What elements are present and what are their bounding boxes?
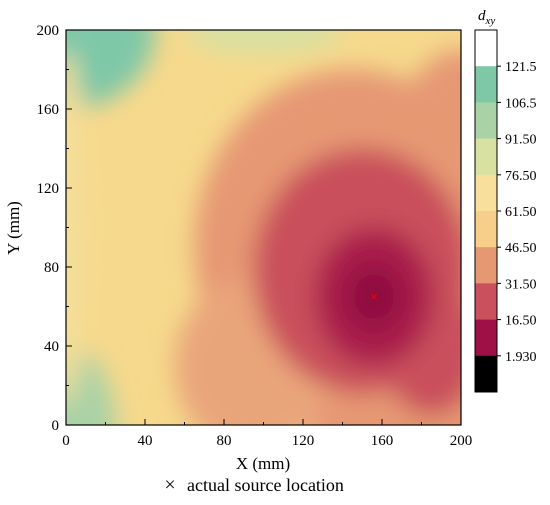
heatmap-contour-blob bbox=[66, 30, 155, 109]
colorbar-band bbox=[475, 283, 497, 321]
colorbar-band bbox=[475, 211, 497, 248]
legend-label: actual source location bbox=[187, 475, 344, 495]
colorbar-title-main: d bbox=[478, 8, 486, 24]
x-axis-label: X (mm) bbox=[236, 454, 290, 473]
y-tick-label: 160 bbox=[37, 102, 60, 118]
colorbar-band bbox=[475, 66, 497, 103]
colorbar-bands bbox=[475, 30, 497, 393]
y-tick-label: 80 bbox=[44, 260, 59, 276]
colorbar-tick-label: 61.50 bbox=[505, 205, 537, 220]
x-tick-label: 200 bbox=[450, 433, 473, 449]
colorbar-band bbox=[475, 319, 497, 357]
y-tick-label: 40 bbox=[44, 339, 59, 355]
heatmap-area bbox=[65, 29, 462, 426]
x-tick-label: 160 bbox=[371, 433, 394, 449]
marker-layer: × bbox=[370, 290, 378, 306]
heatmap-contour-blob bbox=[184, 30, 343, 54]
colorbar-tick-label: 46.50 bbox=[505, 241, 537, 256]
colorbar-band bbox=[475, 355, 497, 393]
colorbar: dxy 1.93016.5031.5046.5061.5076.5091.501… bbox=[474, 8, 537, 393]
colorbar-band bbox=[475, 102, 497, 140]
colorbar-tick-label: 1.930 bbox=[505, 350, 537, 365]
colorbar-band bbox=[475, 247, 497, 284]
legend-marker-icon: × bbox=[164, 474, 175, 496]
y-axis: 0 40 80 120 160 200 bbox=[37, 23, 72, 434]
colorbar-tick-label: 76.50 bbox=[505, 169, 537, 184]
colorbar-title-subscript: xy bbox=[485, 15, 496, 27]
colorbar-ticks: 1.930 16.50 31.50 46.50 61.50 76.50 91.50 106.5… bbox=[497, 60, 537, 365]
heatmap-field bbox=[66, 30, 461, 425]
y-tick-label: 0 bbox=[52, 418, 60, 434]
x-tick-label: 80 bbox=[217, 433, 232, 449]
x-axis: 0 40 80 120 160 200 bbox=[62, 419, 472, 449]
legend: × actual source location bbox=[164, 474, 344, 496]
colorbar-tick-label: 121.5 bbox=[505, 60, 537, 75]
y-tick-label: 120 bbox=[37, 181, 60, 197]
heatmap-blobs bbox=[66, 30, 461, 425]
colorbar-tick-label: 16.50 bbox=[505, 314, 537, 329]
colorbar-tick-label: 31.50 bbox=[505, 277, 537, 292]
heatmap-contour-blob bbox=[66, 49, 86, 406]
colorbar-band bbox=[475, 138, 497, 176]
x-tick-label: 120 bbox=[292, 433, 315, 449]
colorbar-band bbox=[475, 30, 497, 67]
source-marker-icon: × bbox=[370, 290, 378, 306]
heatmap-contour-blob bbox=[346, 265, 402, 329]
x-tick-label: 0 bbox=[62, 433, 70, 449]
y-axis-label: Y (mm) bbox=[4, 201, 23, 255]
y-tick-label: 200 bbox=[37, 23, 60, 39]
colorbar-tick-label: 106.5 bbox=[505, 96, 537, 111]
colorbar-tick-label: 91.50 bbox=[505, 133, 537, 148]
colorbar-band bbox=[475, 174, 497, 212]
colorbar-title: dxy bbox=[478, 8, 495, 27]
x-tick-label: 40 bbox=[138, 433, 153, 449]
